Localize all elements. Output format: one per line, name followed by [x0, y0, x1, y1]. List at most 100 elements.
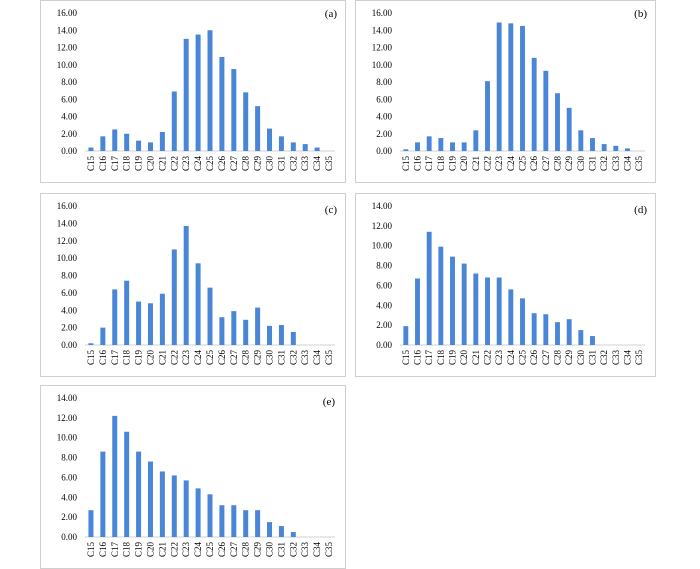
x-tick-label: C15 [401, 350, 411, 366]
x-tick-label: C24 [193, 542, 203, 558]
x-tick-label: C28 [241, 350, 251, 366]
bar [183, 38, 189, 152]
bar [136, 140, 142, 151]
x-tick-label: C30 [265, 350, 275, 366]
x-tick-label: C34 [623, 350, 633, 366]
y-tick-label: 4.00 [376, 300, 392, 310]
x-tick-label: C19 [448, 350, 458, 366]
x-tick-label: C33 [611, 350, 621, 366]
bar [207, 494, 213, 537]
y-tick-label: 0.00 [61, 340, 77, 350]
y-tick-label: 8.00 [376, 261, 392, 271]
y-tick-label: 8.00 [61, 77, 77, 87]
y-tick-label: 8.00 [61, 453, 77, 463]
x-tick-label: C18 [122, 542, 132, 558]
x-tick-label: C21 [471, 350, 481, 365]
bar [124, 133, 130, 151]
x-tick-label: C15 [401, 156, 411, 172]
bar [112, 289, 118, 345]
y-tick-label: 16.00 [372, 8, 393, 18]
bar [159, 132, 165, 151]
x-tick-label: C23 [494, 156, 504, 172]
x-tick-label: C19 [134, 350, 144, 366]
y-tick-label: 0.00 [376, 340, 392, 350]
bar [403, 326, 409, 345]
x-tick-label: C15 [86, 350, 96, 366]
bar [124, 431, 130, 537]
x-tick-label: C18 [122, 350, 132, 366]
bar [219, 56, 225, 151]
x-tick-label: C26 [529, 156, 539, 172]
bar [255, 307, 261, 345]
x-tick-label: C20 [459, 156, 469, 172]
bar [171, 91, 177, 151]
bar [485, 277, 490, 345]
x-tick-label: C20 [459, 350, 469, 366]
y-tick-label: 4.00 [61, 112, 77, 122]
bar [613, 145, 619, 151]
x-tick-label: C17 [110, 156, 120, 172]
x-tick-label: C31 [276, 542, 286, 557]
y-tick-label: 2.00 [61, 323, 77, 333]
bar [278, 325, 284, 345]
bar [183, 480, 189, 537]
x-tick-label: C31 [276, 350, 286, 365]
bar [231, 69, 237, 151]
bar [100, 136, 106, 151]
bar [290, 532, 296, 537]
x-tick-label: C27 [229, 156, 239, 172]
x-tick-label: C22 [483, 350, 493, 365]
bar [543, 314, 549, 345]
x-tick-label: C31 [276, 156, 286, 171]
y-tick-label: 12.00 [372, 221, 393, 231]
bar [438, 138, 444, 151]
bar [88, 343, 94, 345]
x-tick-label: C29 [564, 156, 574, 172]
bar [88, 147, 94, 151]
x-tick-label: C24 [193, 156, 203, 172]
bar [88, 510, 94, 537]
bar [578, 330, 584, 345]
x-tick-label: C17 [424, 350, 434, 366]
chart-panel-d: (d) 0.00 2.00 4.00 6.00 8.00 10.00 12.00 14.00 C… [355, 193, 656, 377]
x-tick-label: C23 [181, 350, 191, 366]
x-tick-label: C28 [241, 542, 251, 558]
y-tick-label: 6.00 [376, 94, 392, 104]
bar [267, 325, 273, 345]
x-tick-label: C18 [436, 156, 446, 172]
y-tick-label: 12.00 [57, 236, 78, 246]
x-tick-label: C32 [288, 542, 298, 557]
x-tick-label: C21 [471, 156, 481, 171]
bar [461, 142, 467, 152]
x-tick-label: C25 [205, 350, 215, 366]
bar [496, 277, 502, 345]
x-tick-label: C31 [588, 156, 598, 171]
bar [195, 34, 201, 152]
x-tick-label: C27 [541, 156, 551, 172]
bar [415, 278, 420, 345]
bar [171, 249, 177, 345]
bar [112, 129, 118, 151]
bar [147, 303, 153, 345]
bar [450, 256, 455, 345]
bar [566, 107, 572, 152]
y-tick-label: 12.00 [57, 43, 78, 53]
bar [267, 522, 273, 537]
y-tick-label: 4.00 [61, 305, 77, 315]
x-tick-label: C34 [312, 542, 322, 558]
y-tick-label: 8.00 [376, 77, 392, 87]
chart-panel-b: (b) 0.00 2.00 4.00 6.00 8.00 10.00 12.00 14.00 1… [355, 0, 656, 183]
x-tick-label: C20 [145, 542, 155, 558]
x-tick-label: C18 [122, 156, 132, 172]
bar [278, 136, 284, 151]
bar [531, 313, 537, 345]
bar [473, 273, 479, 345]
y-tick-label: 14.00 [372, 25, 393, 35]
chart-panel-a: (a) 0.00 2.00 4.00 6.00 8.00 10.00 12.00 14.00 1… [40, 0, 346, 183]
bar [147, 142, 153, 152]
bar [207, 30, 213, 151]
x-tick-label: C15 [86, 542, 96, 558]
x-tick-label: C34 [312, 350, 322, 366]
bar [219, 317, 225, 345]
bar [147, 461, 153, 537]
